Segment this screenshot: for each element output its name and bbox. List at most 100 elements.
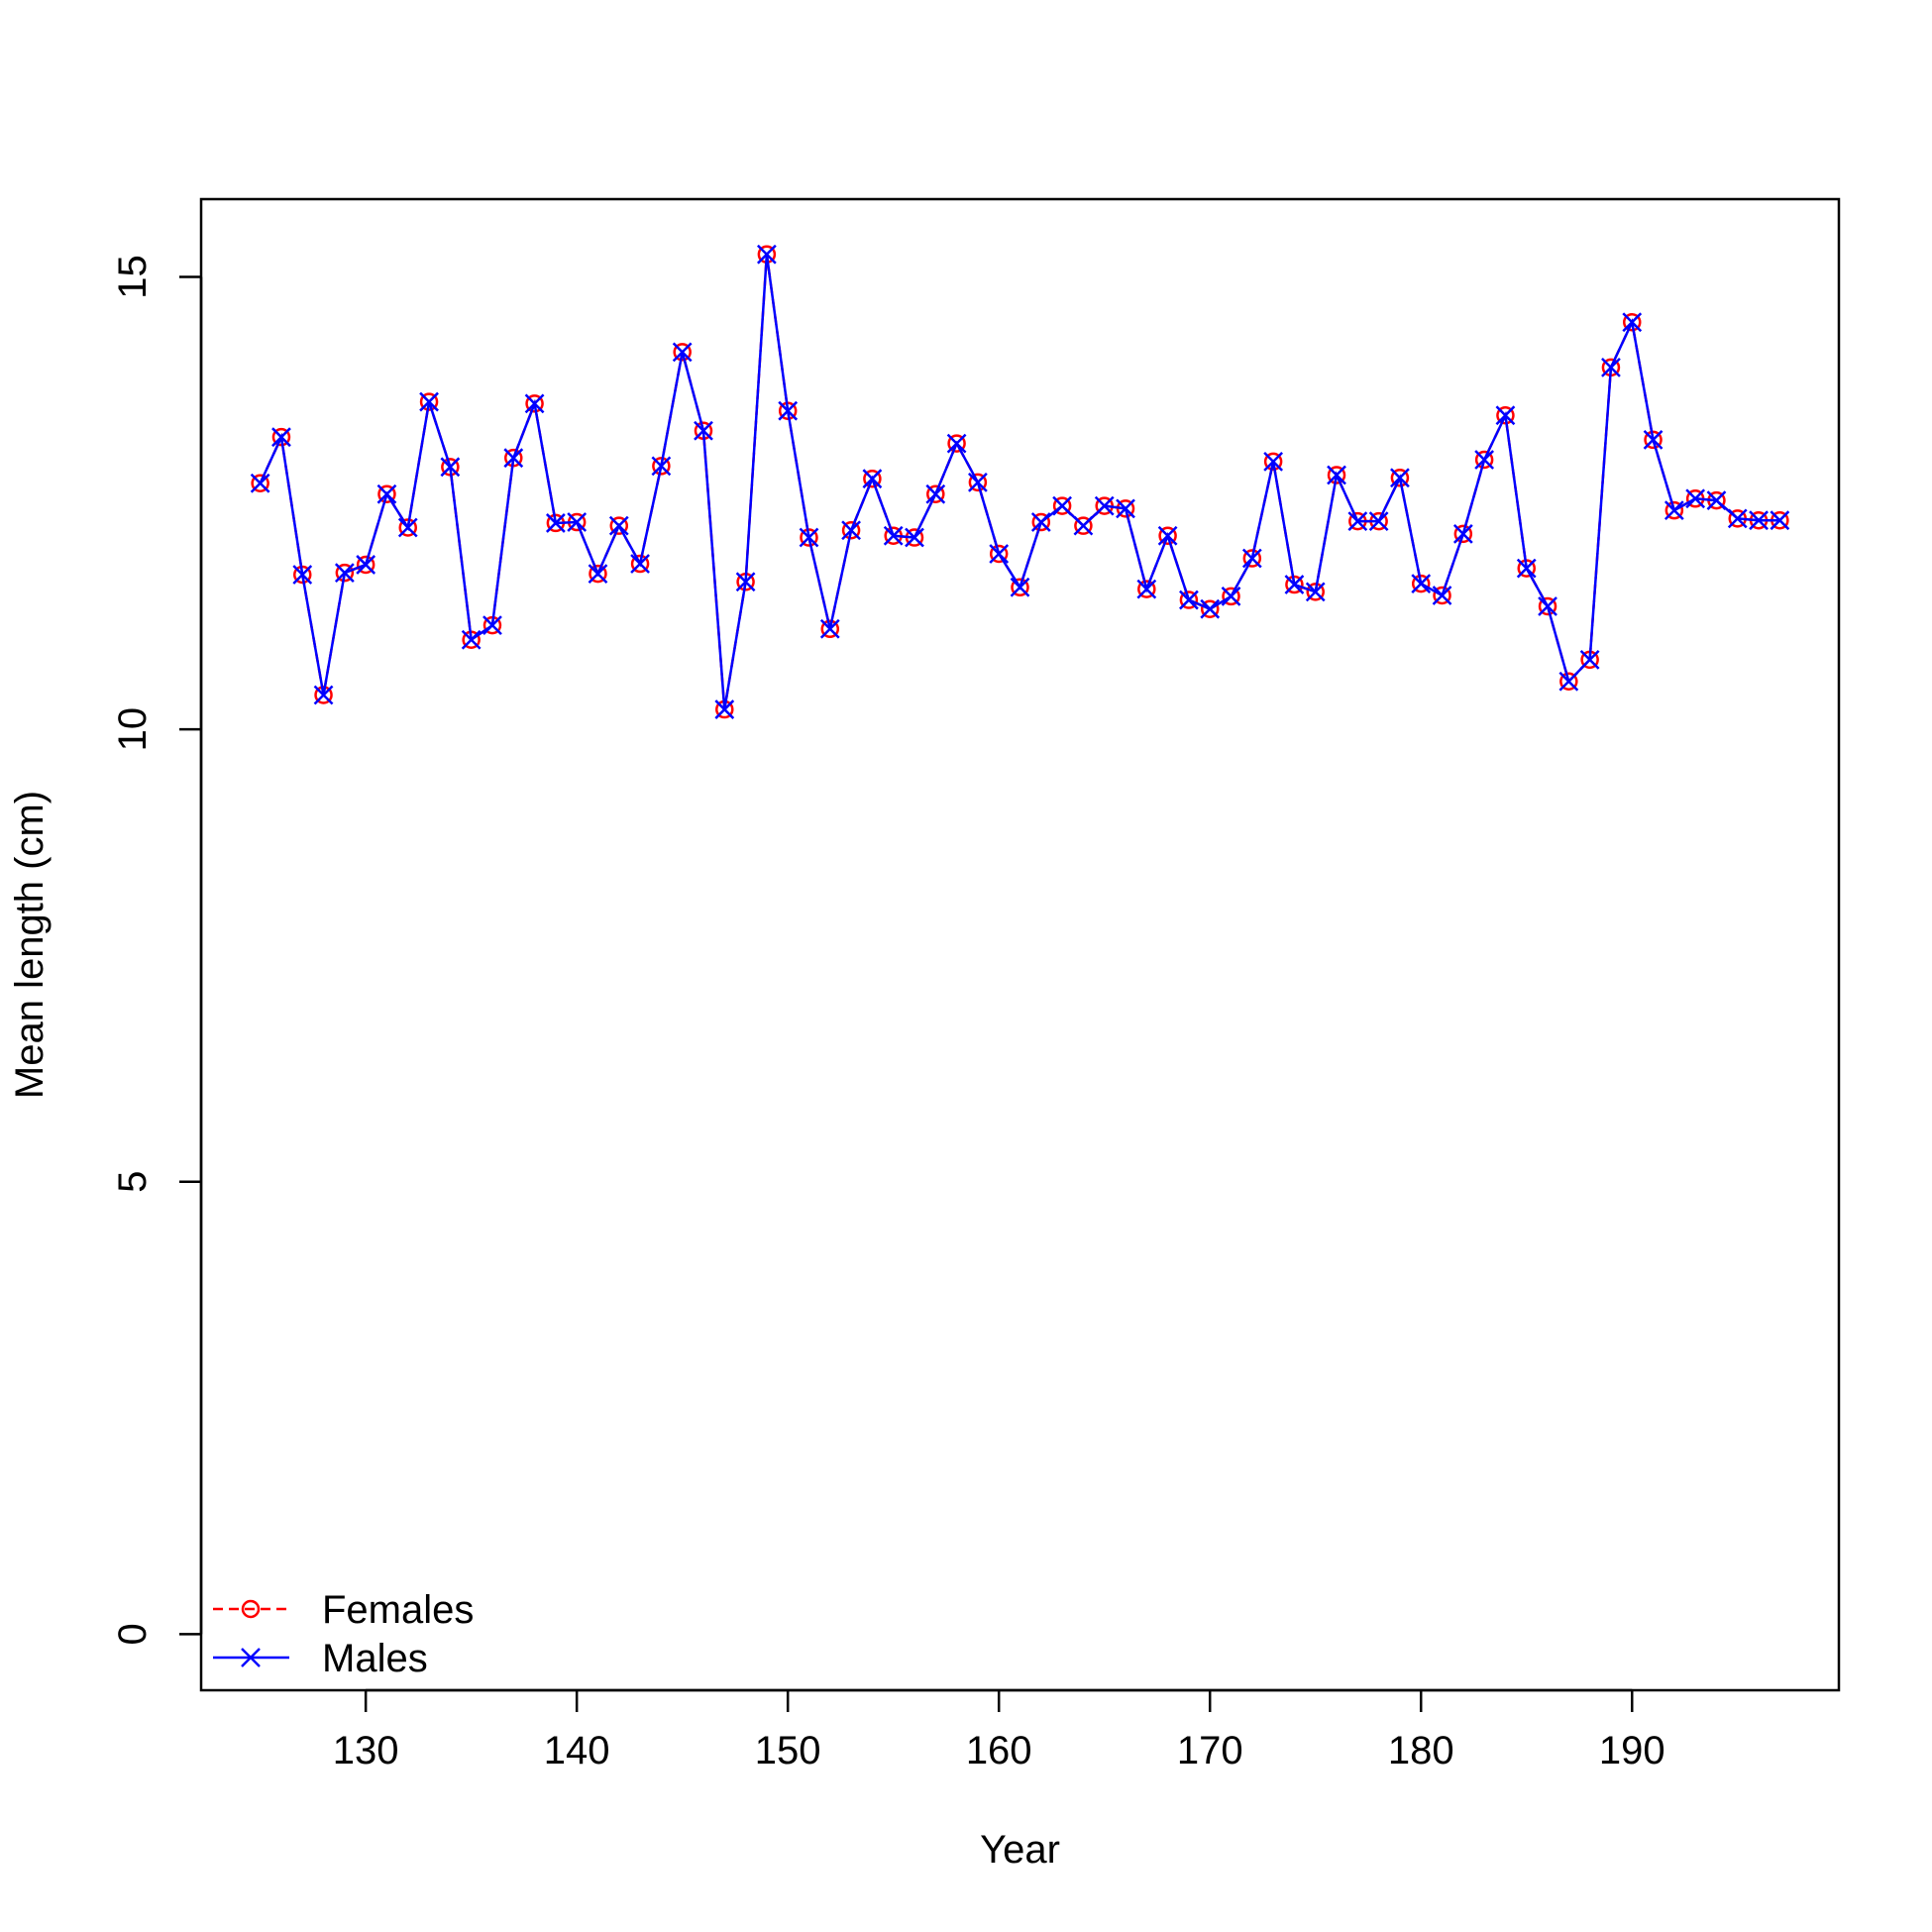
data-point-males [1727,508,1748,529]
x-tick-label: 170 [1177,1729,1243,1772]
data-point-males [1347,511,1368,531]
data-point-females [863,469,882,488]
legend-marker-females [241,1599,261,1619]
data-point-males [250,473,270,493]
data-point-females [968,473,988,492]
x-tick-label: 130 [333,1729,399,1772]
data-point-males [1136,579,1157,599]
data-point-males [1221,587,1241,606]
data-point-males [1094,495,1115,516]
data-point-males [1116,498,1135,519]
data-point-males [672,342,693,363]
data-point-males [1664,500,1684,521]
data-point-males [1179,590,1199,610]
legend-label-males: Males [322,1637,428,1680]
data-point-females [926,484,945,503]
data-point-males [1305,582,1326,602]
data-point-males [1770,510,1790,531]
x-tick-label: 160 [966,1729,1032,1772]
data-point-males [630,554,650,574]
data-point-males [503,448,524,469]
x-tick-label: 140 [544,1729,610,1772]
y-tick-label: 15 [111,255,155,299]
data-point-females [652,457,671,476]
data-point-males [1157,525,1178,546]
data-point-females [1285,575,1304,594]
data-point-males [905,527,924,548]
data-point-males [1368,511,1389,531]
data-point-females [398,518,418,537]
data-point-males [1706,490,1727,510]
data-point-males [714,699,735,719]
data-point-females [335,563,355,583]
data-point-females [630,554,650,574]
data-point-males [1390,468,1410,488]
data-point-males [461,629,482,650]
data-point-females [841,520,861,540]
data-point-females [1644,430,1663,450]
data-point-females [1453,524,1473,544]
data-point-males [1685,488,1706,509]
data-point-males [334,563,355,584]
data-point-females [1664,500,1684,520]
data-point-males [841,520,861,541]
data-point-males [1432,586,1452,605]
data-point-males [925,483,946,504]
data-point-males [545,513,566,533]
data-point-males [376,483,397,504]
data-point-females [251,474,269,493]
data-point-males [1263,451,1284,472]
data-point-females [947,434,966,453]
data-point-males [968,472,988,492]
data-point-males [1601,357,1621,377]
data-point-females [1263,452,1283,472]
data-point-males [1622,312,1643,333]
data-point-males [1558,671,1579,692]
legend-marker-glyph [241,1599,261,1619]
data-point-males [356,555,376,575]
data-point-females [820,619,840,639]
plot-frame [199,197,1841,1692]
x-tick-label: 180 [1388,1729,1454,1772]
data-point-males [1495,405,1516,426]
data-point-males [1474,450,1495,470]
data-point-males [1030,512,1051,532]
data-point-females [1538,596,1557,616]
data-point-males [567,512,588,532]
data-point-females [1158,526,1177,545]
data-point-females [1622,312,1642,332]
data-point-males [862,469,883,489]
data-point-females [1179,590,1199,609]
data-point-males [271,427,291,448]
data-point-females [1411,574,1431,593]
y-axis-label: Mean length (cm) [8,791,52,1099]
y-tick-label: 10 [111,707,155,752]
data-point-males [1200,598,1221,619]
data-point-females [1474,450,1494,470]
data-point-females [1137,580,1156,598]
data-point-males [651,456,672,477]
data-point-males [799,527,819,548]
data-point-males [292,565,313,585]
data-point-males [819,618,840,639]
data-point-males [1010,577,1030,597]
data-point-males [608,515,629,536]
data-point-females [673,343,692,362]
legend-entry-males: Males [213,1637,428,1680]
data-point-females [1031,512,1051,532]
series-males [250,244,1790,719]
legend-entry-females: Females [213,1588,474,1632]
series-layer [250,244,1790,719]
data-point-females [1390,469,1410,487]
data-point-males [694,420,713,441]
data-point-males [1643,430,1664,450]
data-point-males [1241,548,1262,569]
legend-label-females: Females [322,1588,474,1632]
data-point-males [778,400,799,421]
data-point-males [735,572,756,592]
data-point-males [524,393,545,414]
data-point-males [1516,558,1537,579]
x-axis-label: Year [980,1828,1060,1872]
legend-marker-glyph [241,1648,261,1667]
data-point-females [1200,599,1220,618]
